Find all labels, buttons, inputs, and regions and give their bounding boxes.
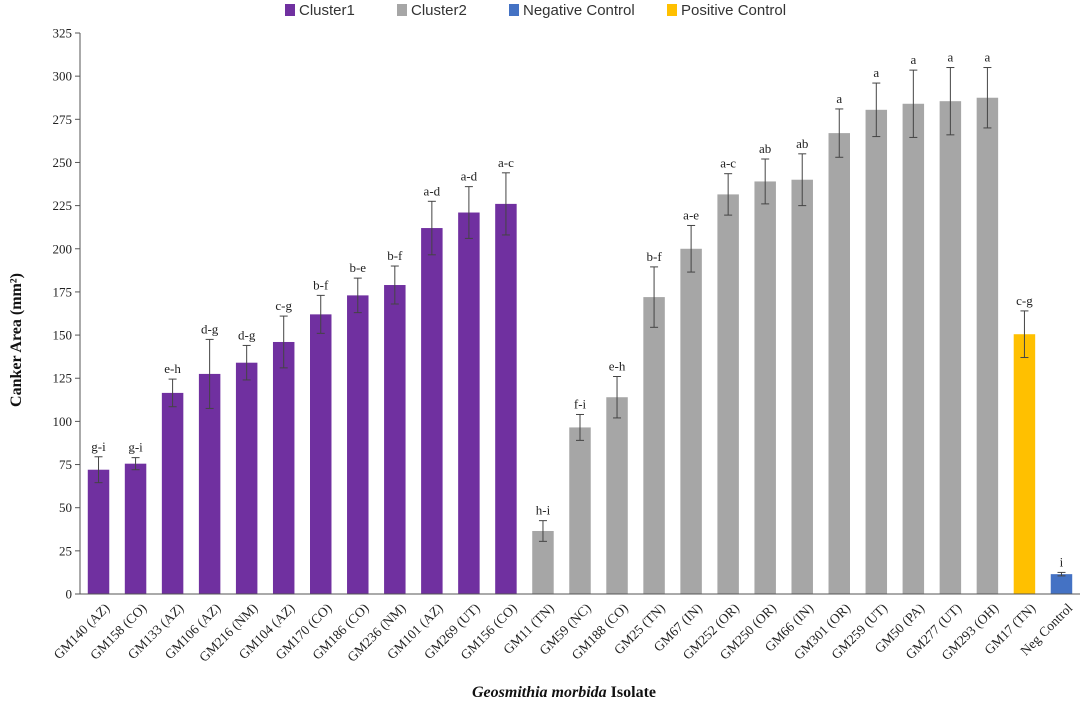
significance-label: a-e xyxy=(683,207,699,222)
significance-label: i xyxy=(1060,554,1064,569)
legend-swatch xyxy=(509,4,519,16)
legend: Cluster1 Cluster2 Negative Control Positive… xyxy=(285,2,786,19)
y-tick-label: 75 xyxy=(59,457,72,472)
bar xyxy=(976,97,999,594)
bar xyxy=(569,427,591,594)
y-tick-label: 250 xyxy=(53,155,73,170)
legend-label: Cluster2 xyxy=(411,2,467,19)
bar xyxy=(310,314,332,594)
significance-label: c-g xyxy=(1016,293,1033,308)
x-axis-label-rest: Isolate xyxy=(607,684,656,701)
significance-label: b-f xyxy=(313,277,329,292)
bar xyxy=(717,194,739,594)
significance-label: g-i xyxy=(128,440,143,455)
bar xyxy=(272,341,295,594)
bar xyxy=(606,397,628,594)
bar xyxy=(495,203,517,595)
bar xyxy=(828,133,850,594)
significance-label: d-g xyxy=(201,321,219,336)
y-tick-label: 100 xyxy=(53,414,73,429)
y-tick-label: 225 xyxy=(53,198,73,213)
bar xyxy=(865,109,888,594)
bar xyxy=(1013,334,1036,594)
significance-label: a xyxy=(836,91,842,106)
significance-label: a-c xyxy=(720,156,736,171)
significance-label: c-g xyxy=(275,298,292,313)
significance-label: a xyxy=(947,50,953,65)
y-axis-label: Canker Area (mm²) xyxy=(8,273,25,407)
bar xyxy=(235,362,258,594)
y-tick-label: 125 xyxy=(53,371,73,386)
significance-label: a xyxy=(985,50,991,65)
bar xyxy=(754,181,776,595)
significance-label: ab xyxy=(796,136,808,151)
significance-label: d-g xyxy=(238,327,256,342)
bar xyxy=(643,297,665,594)
significance-label: a-d xyxy=(461,169,478,184)
y-tick-label: 0 xyxy=(66,587,73,602)
y-tick-label: 275 xyxy=(53,112,73,127)
significance-label: g-i xyxy=(91,439,106,454)
bars: g-i g-i e-h d-g d-g c-g b-f b-e b-f a-d a-d a-c h-i f… xyxy=(87,50,1073,595)
significance-label: f-i xyxy=(574,396,587,411)
bar xyxy=(384,285,406,594)
bar xyxy=(421,228,443,594)
legend-swatch xyxy=(285,4,295,16)
x-axis-label: Geosmithia morbida Isolate xyxy=(472,684,656,701)
y-axis: 0 25 50 75 100 125 150 175 200 225 250 275 300 325 xyxy=(53,26,81,602)
bar xyxy=(532,530,554,594)
bar xyxy=(939,101,962,594)
y-tick-label: 150 xyxy=(53,328,73,343)
y-tick-label: 300 xyxy=(53,69,73,84)
significance-label: a xyxy=(910,52,916,67)
y-tick-label: 25 xyxy=(59,543,72,558)
bar xyxy=(902,103,925,594)
bar xyxy=(198,373,221,594)
x-axis-label-italic: Geosmithia morbida xyxy=(472,684,607,701)
significance-label: a-c xyxy=(498,155,514,170)
bar xyxy=(680,248,702,594)
y-tick-label: 175 xyxy=(53,284,73,299)
legend-label: Cluster1 xyxy=(299,2,355,19)
bar xyxy=(87,469,110,594)
bar xyxy=(791,179,813,594)
significance-label: a xyxy=(873,65,879,80)
significance-label: b-f xyxy=(387,248,403,263)
significance-label: ab xyxy=(759,141,771,156)
legend-label: Negative Control xyxy=(523,2,635,19)
y-tick-label: 50 xyxy=(59,500,72,515)
bar xyxy=(458,212,480,594)
y-tick-label: 325 xyxy=(53,26,73,41)
significance-label: a-d xyxy=(424,183,441,198)
significance-label: h-i xyxy=(536,503,551,518)
bar xyxy=(161,392,184,594)
bar xyxy=(1050,574,1073,594)
legend-swatch xyxy=(667,4,677,16)
bar xyxy=(347,295,369,594)
significance-label: b-e xyxy=(349,260,366,275)
y-tick-label: 200 xyxy=(53,241,73,256)
bar xyxy=(124,463,147,594)
x-axis: GM140 (AZ)GM158 (CO)GM133 (AZ)GM106 (AZ)… xyxy=(51,593,1080,665)
legend-label: Positive Control xyxy=(681,2,786,19)
significance-label: e-h xyxy=(164,361,181,376)
significance-label: e-h xyxy=(609,359,626,374)
significance-label: b-f xyxy=(646,249,662,264)
legend-swatch xyxy=(397,4,407,16)
